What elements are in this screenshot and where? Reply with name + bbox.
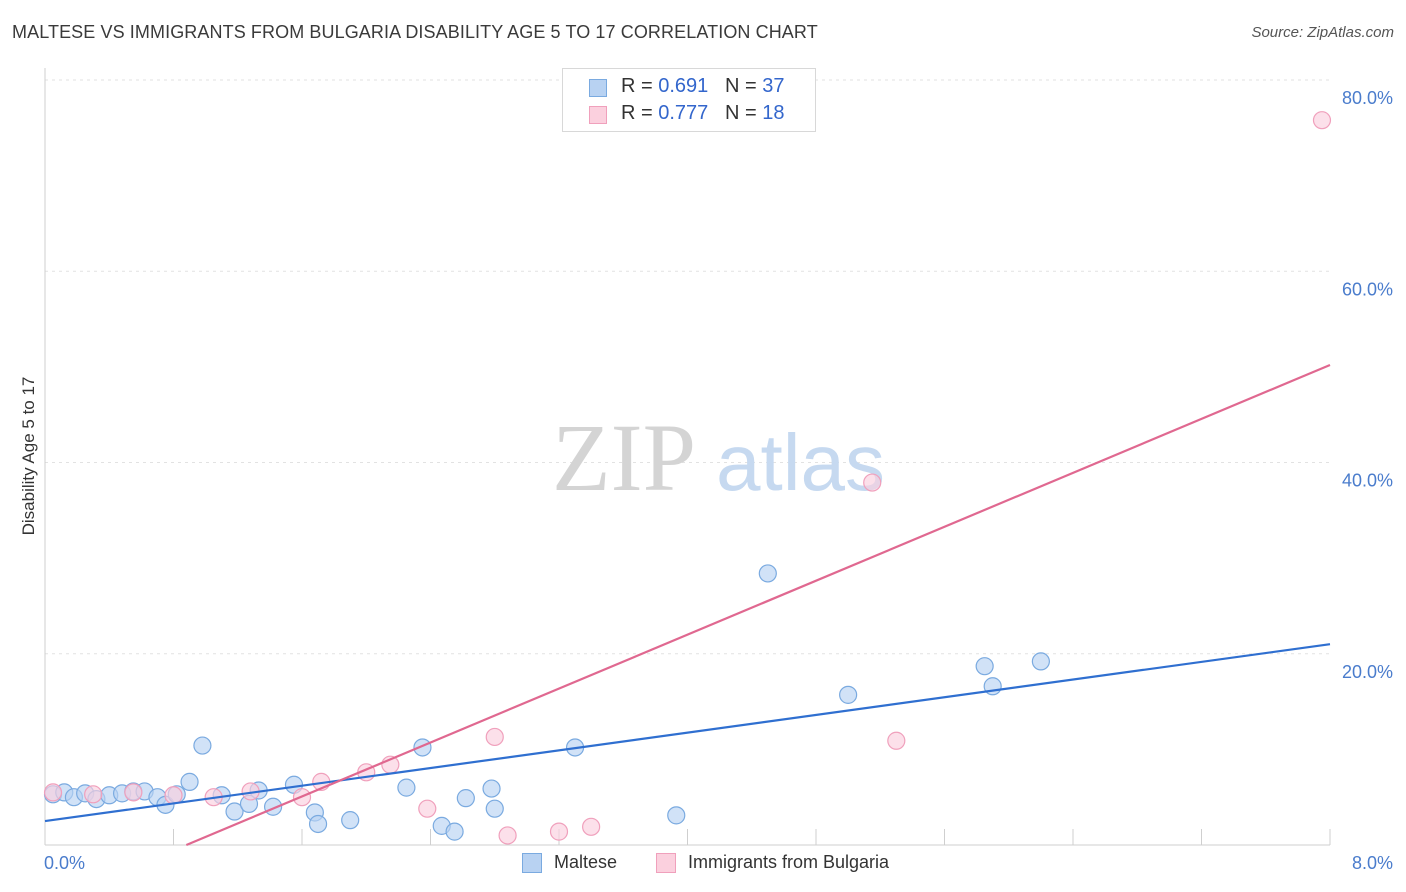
tick-labels: 20.0% 40.0% 60.0% 80.0% 0.0% 8.0% [44, 88, 1393, 873]
point-bulgaria [582, 817, 601, 836]
point-bulgaria [1312, 111, 1332, 130]
trend-line-maltese [44, 643, 1331, 823]
point-bulgaria [124, 783, 143, 802]
point-maltese [308, 814, 328, 834]
legend-r-value: 0.691 [658, 75, 709, 97]
y-tick-label: 60.0% [1342, 279, 1393, 299]
point-maltese [456, 789, 475, 808]
y-axis-label: Disability Age 5 to 17 [19, 377, 38, 536]
legend-r-label: R = [621, 102, 653, 124]
y-tick-label: 20.0% [1342, 662, 1393, 682]
point-maltese [397, 778, 416, 797]
point-bulgaria [887, 731, 906, 750]
legend-swatch-bulgaria [589, 106, 607, 124]
legend-n-value: 18 [762, 102, 785, 124]
point-bulgaria [43, 783, 63, 802]
point-bulgaria [485, 727, 504, 747]
point-maltese [485, 799, 504, 818]
legend-r-value: 0.777 [658, 102, 709, 124]
point-bulgaria [164, 786, 183, 805]
point-maltese [180, 772, 199, 791]
legend-n-value: 37 [762, 75, 785, 97]
point-bulgaria [863, 473, 882, 492]
point-maltese [225, 802, 244, 821]
source-label: Source: ZipAtlas.com [1251, 24, 1394, 41]
watermark-zip: ZIP [552, 404, 696, 511]
y-tick-label: 80.0% [1342, 88, 1393, 108]
legend-r-label: R = [621, 75, 653, 97]
legend-n-label: N = [724, 102, 757, 124]
chart-title: MALTESE VS IMMIGRANTS FROM BULGARIA DISA… [12, 22, 818, 42]
watermark-atlas: atlas [716, 418, 885, 507]
bottom-legend-swatch-bulgaria [656, 853, 676, 873]
data-points [43, 111, 1332, 845]
point-maltese [975, 657, 994, 676]
point-maltese [839, 685, 858, 704]
y-tick-label: 40.0% [1342, 471, 1393, 491]
bottom-legend-label-bulgaria: Immigrants from Bulgaria [688, 852, 890, 872]
x-tick-label: 8.0% [1352, 853, 1393, 873]
point-maltese [445, 822, 464, 841]
point-maltese [1031, 652, 1050, 671]
trend-line-bulgaria [185, 363, 1331, 847]
point-maltese [482, 779, 501, 798]
point-bulgaria [418, 799, 437, 818]
point-bulgaria [498, 826, 517, 845]
point-maltese [758, 564, 777, 583]
bottom-legend-swatch-maltese [522, 853, 542, 873]
point-bulgaria [84, 785, 103, 804]
point-bulgaria [549, 822, 569, 841]
legend-n-label: N = [724, 75, 757, 97]
legend: R = 0.691 N = 37 R = 0.777 N = 18 [562, 68, 816, 132]
bottom-legend-label-maltese: Maltese [554, 852, 618, 872]
axes [44, 68, 1331, 846]
trend-lines [44, 363, 1331, 847]
point-maltese [341, 811, 360, 830]
point-maltese [667, 806, 686, 825]
grid-lines [45, 79, 1330, 655]
point-maltese [193, 736, 212, 755]
x-tick-label: 0.0% [44, 853, 85, 873]
legend-swatch-maltese [589, 79, 607, 97]
